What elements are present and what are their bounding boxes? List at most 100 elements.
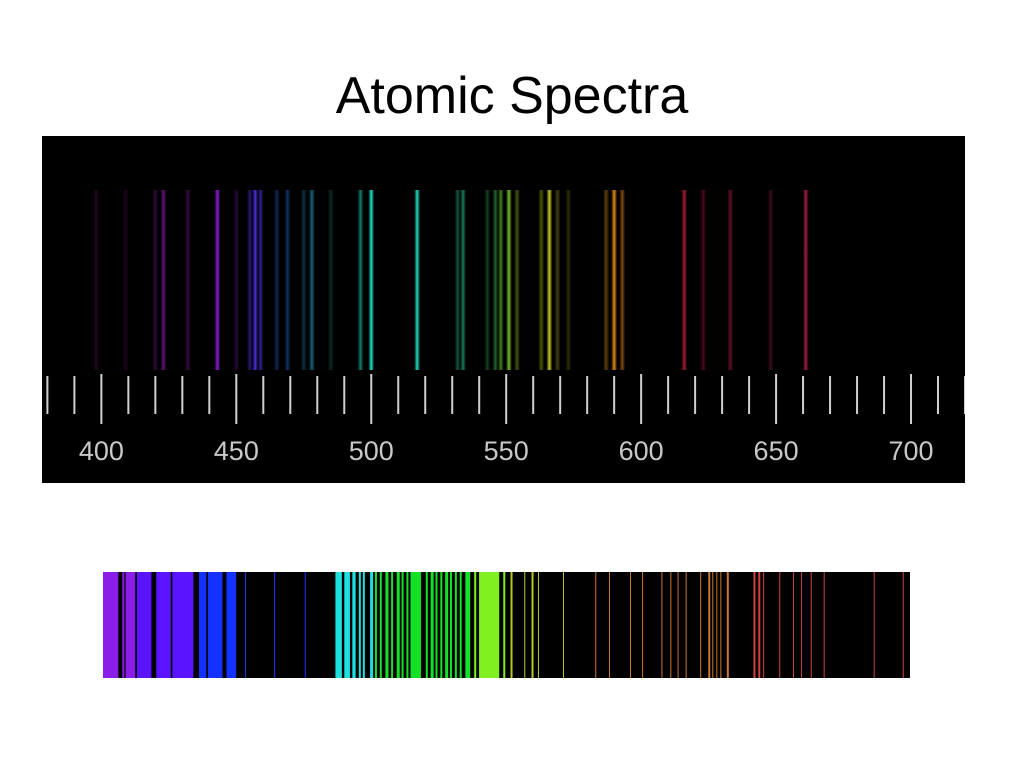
spectral-line — [753, 572, 756, 678]
spectral-line — [450, 572, 453, 678]
spectral-line — [362, 572, 365, 678]
emission-spectrum: 400 450 500 550 600 650 700 — [46, 190, 965, 466]
emission-line — [611, 190, 618, 370]
spectral-band — [465, 572, 471, 678]
spectral-line — [758, 572, 761, 678]
spectral-line — [670, 572, 672, 678]
spectral-line — [801, 572, 803, 678]
spectral-line — [524, 572, 526, 678]
spectral-line — [661, 572, 663, 678]
emission-line — [767, 190, 774, 370]
spectral-line — [537, 572, 539, 678]
emission-line — [357, 190, 364, 370]
emission-line — [492, 190, 499, 370]
spectral-line — [335, 572, 338, 678]
spectral-line — [700, 572, 702, 678]
spectral-band — [207, 572, 223, 678]
spectral-line — [677, 572, 679, 678]
spectral-band — [172, 572, 194, 678]
emission-line — [122, 190, 129, 370]
spectral-line — [374, 572, 377, 678]
spectral-band — [103, 572, 119, 678]
spectral-line — [608, 572, 610, 678]
spectral-line — [712, 572, 714, 678]
spectral-line — [726, 572, 729, 678]
tick-label: 400 — [79, 436, 124, 466]
emission-line — [152, 190, 159, 370]
emission-line — [603, 190, 610, 370]
spectral-line — [459, 572, 462, 678]
spectral-line — [792, 572, 794, 678]
emission-line — [214, 190, 221, 370]
spectral-line — [629, 572, 631, 678]
spectral-band — [479, 572, 500, 678]
spectral-line — [425, 572, 428, 678]
spectral-line — [391, 572, 394, 678]
emission-line — [497, 190, 504, 370]
spectral-line — [440, 572, 443, 678]
line-spectrum — [103, 572, 904, 678]
spectral-line — [902, 572, 904, 678]
spectral-band — [125, 572, 136, 678]
spectral-band — [410, 572, 421, 678]
emission-line — [252, 190, 259, 370]
emission-line — [513, 190, 520, 370]
spectral-line — [642, 572, 644, 678]
spectral-line — [274, 572, 276, 678]
spectral-line — [531, 572, 534, 678]
spectral-band — [337, 572, 342, 678]
spectral-line — [396, 572, 400, 678]
slide-title: Atomic Spectra — [335, 67, 689, 125]
spectral-band — [156, 572, 171, 678]
emission-line — [300, 190, 307, 370]
spectral-line — [445, 572, 449, 678]
spectral-line — [304, 572, 306, 678]
emission-line — [368, 190, 375, 370]
line-spectrum-strip — [103, 572, 910, 678]
spectral-line — [430, 572, 434, 678]
tick-label: 550 — [484, 436, 529, 466]
emission-line — [233, 190, 240, 370]
emission-line — [802, 190, 809, 370]
spectral-line — [435, 572, 438, 678]
emission-line — [727, 190, 734, 370]
emission-line — [505, 190, 512, 370]
spectral-line — [873, 572, 875, 678]
emission-line — [246, 190, 253, 370]
spectral-band — [136, 572, 152, 678]
spectral-line — [562, 572, 564, 678]
emission-line — [538, 190, 545, 370]
tick-label: 600 — [619, 436, 664, 466]
emission-line — [700, 190, 707, 370]
tick-label: 700 — [888, 436, 933, 466]
spectral-line — [474, 572, 477, 678]
tick-label: 450 — [214, 436, 259, 466]
emission-line — [454, 190, 461, 370]
spectral-line — [708, 572, 711, 678]
emission-line — [273, 190, 280, 370]
tick-label: 650 — [754, 436, 799, 466]
spectral-line — [385, 572, 389, 678]
spectral-band — [199, 572, 207, 678]
emission-line — [460, 190, 467, 370]
spectral-line — [595, 572, 597, 678]
spectral-band — [352, 572, 356, 678]
emission-line — [160, 190, 167, 370]
emission-line — [414, 190, 421, 370]
emission-line — [308, 190, 315, 370]
spectral-line — [406, 572, 409, 678]
spectral-line — [358, 572, 361, 678]
emission-line — [681, 190, 688, 370]
spectral-line — [685, 572, 687, 678]
spectral-line — [763, 572, 765, 678]
emission-line — [554, 190, 561, 370]
emission-line — [619, 190, 626, 370]
spectral-line — [716, 572, 718, 678]
emission-line — [184, 190, 191, 370]
spectral-line — [370, 572, 374, 678]
spectral-line — [823, 572, 825, 678]
emission-spectrum-panel: 400 450 500 550 600 650 700 — [42, 136, 965, 483]
emission-line — [565, 190, 572, 370]
emission-line — [484, 190, 491, 370]
spectral-line — [503, 572, 506, 678]
